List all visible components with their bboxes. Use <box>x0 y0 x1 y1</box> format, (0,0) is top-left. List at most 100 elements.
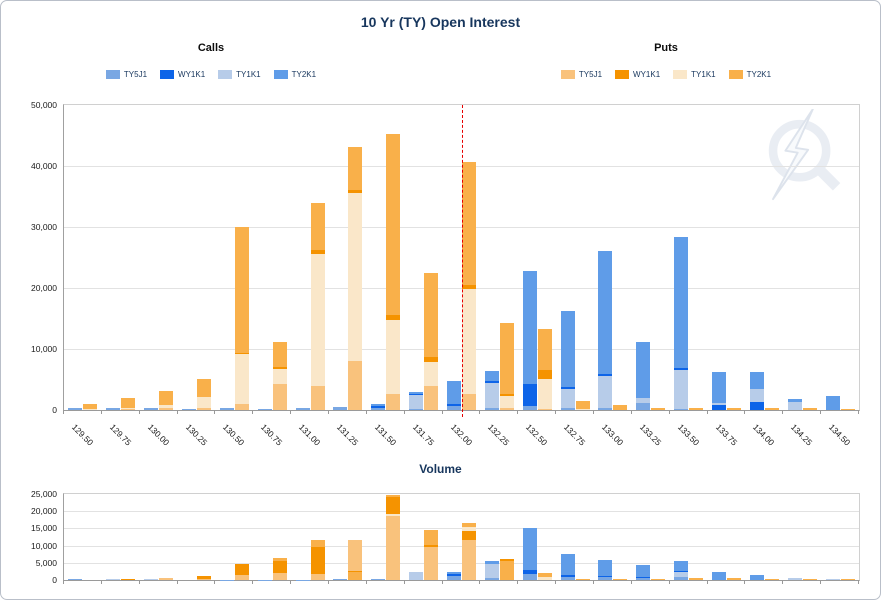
vol-bar-131.50-puts[interactable] <box>386 495 401 580</box>
oi-bar-130.00-calls[interactable] <box>144 408 159 410</box>
y-tick-label: 10,000 <box>31 540 57 551</box>
oi-bar-132.00-calls[interactable] <box>446 381 461 410</box>
vol-bar-134.25-puts[interactable] <box>802 578 817 580</box>
oi-bar-132.25-puts[interactable] <box>499 323 514 410</box>
vol-bar-129.75-calls[interactable] <box>106 578 121 580</box>
vol-bar-131.50-calls[interactable] <box>371 578 386 580</box>
vol-bar-130.75-puts[interactable] <box>272 557 287 580</box>
vol-bar-133.00-puts[interactable] <box>613 578 628 580</box>
oi-bar-131.00-calls[interactable] <box>295 408 310 410</box>
oi-group-133.00 <box>594 105 632 410</box>
oi-bar-130.25-puts[interactable] <box>196 378 211 410</box>
bar-segment-TY2K1 <box>726 577 741 580</box>
vol-bar-132.50-puts[interactable] <box>537 573 552 580</box>
oi-bar-132.25-calls[interactable] <box>484 370 499 410</box>
oi-bar-129.75-calls[interactable] <box>106 408 121 410</box>
vol-bar-130.00-puts[interactable] <box>159 577 174 580</box>
oi-bar-133.50-puts[interactable] <box>689 408 704 410</box>
vol-bar-132.50-calls[interactable] <box>522 527 537 580</box>
oi-bar-133.00-puts[interactable] <box>613 405 628 410</box>
x-tick-label-text: 132.50 <box>524 422 550 448</box>
oi-bar-133.75-calls[interactable] <box>711 372 726 410</box>
oi-bar-131.75-puts[interactable] <box>424 273 439 410</box>
vol-bar-130.00-calls[interactable] <box>144 578 159 580</box>
axis-tick <box>441 580 443 584</box>
vol-bar-132.75-calls[interactable] <box>560 554 575 580</box>
vol-bar-134.25-calls[interactable] <box>787 578 802 580</box>
vol-bar-131.25-calls[interactable] <box>333 579 348 580</box>
oi-bar-129.75-puts[interactable] <box>121 398 136 410</box>
vol-bar-132.25-calls[interactable] <box>484 561 499 580</box>
bar-segment-WY1K1 <box>310 250 325 254</box>
vol-bar-133.00-calls[interactable] <box>598 559 613 580</box>
oi-bar-134.50-calls[interactable] <box>825 395 840 410</box>
vol-bar-131.25-puts[interactable] <box>348 540 363 580</box>
vol-group-131.75 <box>405 494 443 580</box>
oi-bar-134.00-calls[interactable] <box>749 371 764 410</box>
vol-bar-134.00-calls[interactable] <box>749 574 764 580</box>
vol-bar-132.25-puts[interactable] <box>499 558 514 580</box>
y-tick-label: 0 <box>52 405 57 415</box>
oi-bar-133.75-puts[interactable] <box>726 407 741 410</box>
vol-bar-133.50-puts[interactable] <box>689 577 704 580</box>
vol-bar-132.00-puts[interactable] <box>461 522 476 580</box>
legend-item-calls-ty5j1: TY5J1 <box>105 70 147 79</box>
oi-bar-131.00-puts[interactable] <box>310 203 325 410</box>
vol-bar-133.75-puts[interactable] <box>726 577 741 580</box>
vol-bar-133.25-calls[interactable] <box>636 564 651 580</box>
calls-ty2k1-swatch-icon <box>273 70 288 79</box>
vol-bar-131.75-calls[interactable] <box>409 572 424 580</box>
oi-bar-129.50-puts[interactable] <box>83 403 98 410</box>
oi-bar-129.50-calls[interactable] <box>68 408 83 410</box>
axis-tick <box>517 580 519 584</box>
oi-bar-134.00-puts[interactable] <box>764 407 779 410</box>
x-tick-label-text: 131.50 <box>372 422 399 448</box>
vol-bar-131.75-puts[interactable] <box>424 529 439 580</box>
oi-bar-131.75-calls[interactable] <box>409 392 424 410</box>
oi-bar-131.25-calls[interactable] <box>333 406 348 410</box>
oi-bar-133.50-calls[interactable] <box>674 237 689 410</box>
oi-bar-131.25-puts[interactable] <box>348 147 363 410</box>
bar-segment-TY1K1 <box>83 409 98 410</box>
oi-bar-133.00-calls[interactable] <box>598 251 613 410</box>
oi-bar-134.50-puts[interactable] <box>840 409 855 410</box>
oi-bar-130.25-calls[interactable] <box>181 408 196 410</box>
bar-segment-WY1K1 <box>446 403 461 407</box>
oi-bar-130.50-calls[interactable] <box>219 408 234 410</box>
oi-bar-132.75-puts[interactable] <box>575 400 590 410</box>
vol-bar-129.50-calls[interactable] <box>68 578 83 580</box>
vol-bar-134.50-calls[interactable] <box>825 579 840 580</box>
oi-bar-132.00-puts[interactable] <box>461 162 476 410</box>
vol-bar-129.75-puts[interactable] <box>121 578 136 580</box>
oi-group-133.50 <box>670 105 708 410</box>
vol-bar-133.50-calls[interactable] <box>674 561 689 580</box>
y-tick-label: 0 <box>52 575 57 585</box>
oi-bar-130.50-puts[interactable] <box>234 227 249 410</box>
oi-bar-130.75-calls[interactable] <box>257 408 272 410</box>
oi-bar-132.75-calls[interactable] <box>560 310 575 410</box>
oi-bar-132.50-puts[interactable] <box>537 328 552 410</box>
vol-bar-134.00-puts[interactable] <box>764 578 779 580</box>
bar-segment-TY5J1 <box>295 408 310 410</box>
bar-segment-TY2K1 <box>651 408 666 410</box>
vol-bar-132.75-puts[interactable] <box>575 578 590 580</box>
oi-bar-131.50-calls[interactable] <box>371 403 386 410</box>
legend-label: TY1K1 <box>691 70 716 79</box>
vol-bar-130.25-puts[interactable] <box>196 575 211 580</box>
vol-bar-131.00-puts[interactable] <box>310 539 325 580</box>
oi-bar-134.25-calls[interactable] <box>787 399 802 410</box>
oi-bar-130.75-puts[interactable] <box>272 342 287 410</box>
vol-bar-133.25-puts[interactable] <box>651 578 666 580</box>
oi-bar-130.00-puts[interactable] <box>159 391 174 410</box>
vol-bar-130.50-puts[interactable] <box>234 564 249 580</box>
oi-bar-133.25-calls[interactable] <box>636 341 651 410</box>
oi-bar-134.25-puts[interactable] <box>802 408 817 410</box>
puts-ty5j1-swatch-icon <box>560 70 575 79</box>
vol-bar-134.50-puts[interactable] <box>840 579 855 580</box>
oi-bar-132.50-calls[interactable] <box>522 270 537 410</box>
oi-bar-133.25-puts[interactable] <box>651 408 666 410</box>
oi-bar-131.50-puts[interactable] <box>386 134 401 410</box>
legend-label: WY1K1 <box>178 70 206 79</box>
vol-bar-132.00-calls[interactable] <box>446 571 461 580</box>
vol-bar-133.75-calls[interactable] <box>711 571 726 580</box>
